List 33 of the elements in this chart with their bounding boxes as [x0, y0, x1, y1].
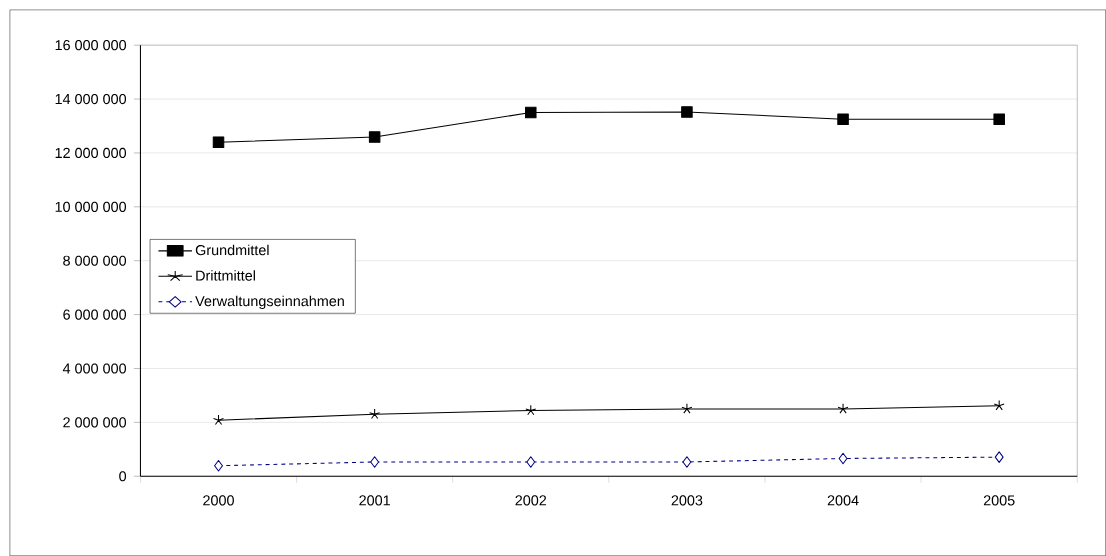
point: [837, 113, 849, 125]
y-tick-label: 2 000 000: [63, 417, 127, 428]
point: [682, 456, 692, 468]
x-tick-label: 2003: [671, 495, 703, 506]
point: [369, 408, 381, 420]
point: [837, 403, 849, 414]
point: [525, 404, 537, 416]
point: [838, 452, 848, 465]
legend-label: Grundmittel: [195, 244, 269, 256]
point: [526, 456, 536, 468]
point: [681, 403, 693, 414]
x-tick-label: 2002: [515, 495, 547, 506]
point: [681, 106, 693, 118]
y-tick-label: 4 000 000: [62, 363, 127, 374]
point: [525, 106, 537, 119]
y-tick-label: 8 000 000: [63, 255, 127, 266]
y-tick-label: 6 000 000: [63, 309, 127, 320]
y-tick-label: 14 000 000: [55, 93, 127, 105]
x-tick-label: 2000: [203, 495, 234, 506]
x-tick-label: 2001: [359, 495, 390, 506]
legend-label: Verwaltungseinnahmen: [195, 295, 344, 310]
legend-label: Drittmittel: [196, 270, 255, 281]
point: [370, 456, 380, 468]
y-tick-label: 10 000 000: [55, 201, 127, 212]
point: [212, 136, 225, 148]
point: [993, 113, 1005, 125]
point: [994, 451, 1004, 463]
y-tick-label: 12 000 000: [55, 147, 127, 159]
y-tick-label: 0: [119, 471, 127, 482]
y-tick-label: 16 000 000: [55, 40, 127, 51]
x-tick-label: 2004: [827, 495, 859, 506]
x-tick-label: 2005: [983, 495, 1015, 506]
point: [368, 131, 381, 143]
